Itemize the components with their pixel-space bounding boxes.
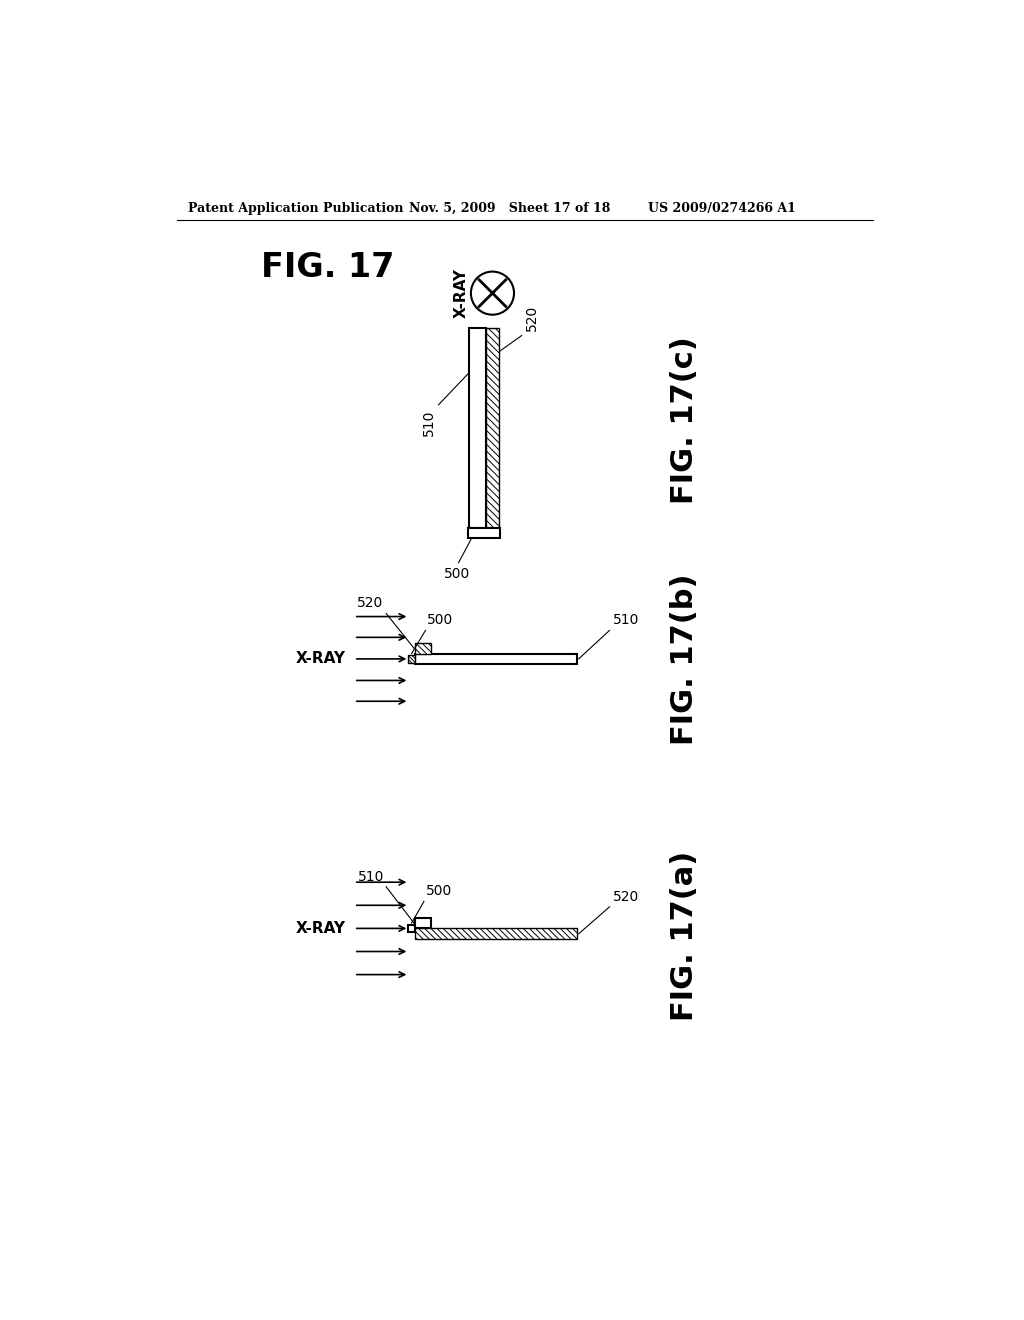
Text: 500: 500: [444, 568, 470, 581]
Bar: [416, 653, 578, 664]
Text: 500: 500: [427, 614, 454, 627]
Bar: [486, 327, 499, 528]
Text: X-RAY: X-RAY: [296, 651, 346, 667]
Text: Nov. 5, 2009   Sheet 17 of 18: Nov. 5, 2009 Sheet 17 of 18: [410, 202, 610, 215]
Text: X-RAY: X-RAY: [296, 921, 346, 936]
Text: 510: 510: [358, 870, 385, 884]
Text: 510: 510: [612, 614, 639, 627]
Text: FIG. 17(a): FIG. 17(a): [671, 851, 699, 1022]
Text: FIG. 17(b): FIG. 17(b): [671, 573, 699, 744]
Text: X-RAY: X-RAY: [455, 268, 469, 318]
Text: 520: 520: [357, 597, 383, 610]
Text: 520: 520: [612, 890, 639, 904]
Text: 520: 520: [524, 305, 539, 331]
Circle shape: [471, 272, 514, 314]
Bar: [408, 655, 416, 663]
Text: FIG. 17: FIG. 17: [261, 251, 395, 284]
Text: FIG. 17(c): FIG. 17(c): [671, 337, 699, 504]
Bar: [468, 528, 500, 539]
Bar: [416, 928, 578, 940]
Text: 500: 500: [425, 884, 452, 899]
Text: 510: 510: [422, 409, 435, 436]
Bar: [416, 917, 431, 928]
Bar: [408, 924, 416, 932]
Bar: [416, 643, 431, 653]
Text: Patent Application Publication: Patent Application Publication: [188, 202, 403, 215]
Text: US 2009/0274266 A1: US 2009/0274266 A1: [648, 202, 796, 215]
Bar: [469, 327, 486, 528]
